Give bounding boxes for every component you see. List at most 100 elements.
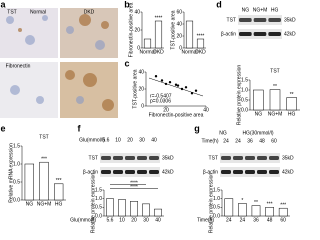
panel-letter: e [0,123,5,133]
x-axis-label: Glu(mmol/l) [70,217,96,223]
band [233,170,243,174]
bar [185,20,194,49]
lane-label: HG [271,7,279,13]
band-name: β-actin [203,169,218,175]
band-size: 42kD [162,169,174,175]
panel-letter: c [124,58,129,68]
lane-label: 60 [271,138,277,144]
band [253,18,267,22]
band-name: β-actin [221,31,236,37]
point [180,87,184,91]
x-tick-label: DKD [153,49,164,55]
significance: *** [56,178,62,184]
band-size: 35kD [284,17,296,23]
lane-label: NG+M [253,7,268,13]
row-label: Fibronectin [6,63,31,69]
x-tick-label: 36 [253,217,259,223]
y-tick-label: 20 [134,27,140,33]
band [137,170,147,174]
y-tick-label: 0.5 [13,179,20,185]
lane-label: 24 [235,138,241,144]
band [257,170,267,174]
x-axis-label: Fibronectin-positive area [149,112,204,118]
lane-label: 24 [223,138,229,144]
y-tick-label: 0.5 [241,97,248,103]
bar [224,198,234,217]
y-tick-label: 1.5 [213,187,220,193]
y-axis-label: TST-positive area [170,10,176,49]
x-tick-label: 60 [280,217,286,223]
bar [278,207,288,217]
bar [130,201,138,217]
band [149,156,159,160]
point [168,81,172,84]
lane-label: 30 [139,137,145,143]
chart-title: TST [270,68,279,74]
y-axis-label: TST-positive area [132,69,138,108]
bar [286,97,297,111]
x-tick-label: 20 [163,107,169,113]
band [221,170,231,174]
panel-letter: b [124,0,130,9]
y-axis-label: Fibronectin-positive area [128,2,134,57]
panel-letter: a [0,0,6,9]
point [164,82,168,86]
micrograph [0,62,58,118]
y-tick-label: 40 [176,21,182,27]
y-tick-label: 20 [138,86,144,92]
significance: ** [273,84,277,90]
y-tick-label: 60 [176,9,182,15]
band [113,156,123,160]
band [149,170,159,174]
y-tick-label: 40 [134,9,140,15]
band [245,156,255,160]
bar [251,205,261,217]
y-axis-label: Relative protein expression [208,173,214,234]
bar [143,38,152,49]
nuclei [6,15,105,104]
y-tick-label: 0.0 [95,213,102,219]
band [268,18,281,22]
x-axis-label: Time(h) [197,217,214,223]
lane-label: 48 [259,138,265,144]
x-tick-label: 20 [131,217,137,223]
y-tick-label: 1.5 [95,187,102,193]
x-tick-label: NG [26,201,34,207]
band-size: 42kD [284,31,296,37]
band-size: 35kD [162,155,174,161]
y-axis-label: Relative mRNA expression [8,143,14,203]
significance: * [241,198,243,204]
col-label: Normal [30,9,46,15]
x-tick-label: 30 [143,217,149,223]
significance: ** [290,92,294,98]
y-tick-label: 0.5 [213,205,220,211]
lane-label: NG [242,7,250,13]
bar [154,20,163,49]
band-name: TST [89,155,98,161]
band [269,170,279,174]
y-tick-label: 0 [141,103,144,109]
x-tick-label: NG+M [268,111,283,117]
band-size: 42kD [282,169,294,175]
band-name: TST [209,155,218,161]
bar [238,203,247,217]
band [239,32,252,36]
band [268,32,281,36]
y-tick-label: 1.0 [13,161,20,167]
band [101,156,111,160]
bar [269,89,281,111]
band [137,156,147,160]
panel-letter: g [194,123,200,133]
x-tick-label: HG [288,111,296,117]
y-axis-label: Relative protein expression [236,65,242,126]
x-tick-label: NG+M [37,201,52,207]
header: Glu(mmol/l) [79,137,105,143]
bar [196,38,205,49]
x-tick-label: 5.6 [107,217,114,223]
micrograph [0,8,58,58]
band [221,156,231,160]
band-size: 35kD [282,155,294,161]
significance: *** [280,203,286,209]
x-tick-label: 10 [119,217,125,223]
band [101,170,111,174]
